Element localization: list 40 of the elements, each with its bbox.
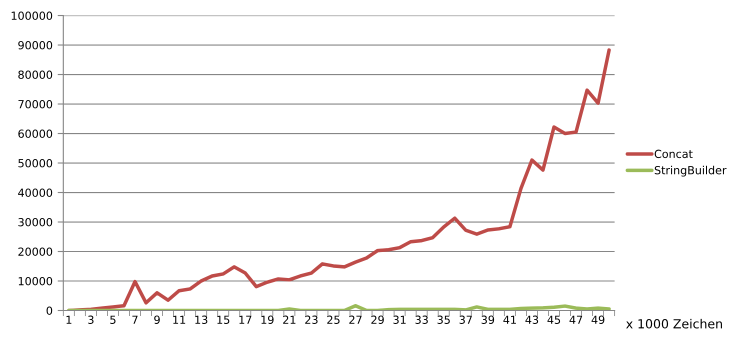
x-tick-label: 33	[415, 316, 428, 324]
x-tick-label: 21	[283, 316, 296, 324]
x-tick-label: 3	[88, 316, 94, 324]
y-tick-label: 30000	[18, 218, 52, 226]
legend-label: Concat	[654, 150, 693, 158]
y-tick-label: 100000	[12, 12, 52, 20]
x-tick-label: 41	[503, 316, 516, 324]
x-tick-label: 27	[349, 316, 362, 324]
x-tick-label: 7	[132, 316, 138, 324]
x-tick-label: 31	[393, 316, 406, 324]
x-tick-label: 15	[217, 316, 230, 324]
x-tick-label: 1	[66, 316, 72, 324]
x-tick-label: 5	[110, 316, 116, 324]
y-tick-label: 70000	[18, 100, 52, 108]
x-tick-label: 13	[195, 316, 208, 324]
x-axis-title: x 1000 Zeichen	[626, 318, 722, 329]
y-tick-label: 80000	[18, 70, 52, 79]
y-tick-label: 20000	[18, 247, 52, 256]
line-series	[67, 48, 611, 310]
y-tick-label: 0	[46, 306, 52, 315]
x-tick-label: 11	[173, 316, 186, 324]
y-tick-label: 40000	[18, 188, 52, 197]
y-tick-label: 50000	[18, 158, 52, 168]
legend-label: StringBuilder	[654, 166, 727, 177]
y-tick-label: 90000	[18, 40, 52, 50]
x-tick-label: 9	[154, 316, 160, 324]
x-tick-label: 43	[525, 316, 538, 324]
x-tick-label: 25	[327, 316, 340, 324]
x-tick-label: 45	[547, 316, 560, 324]
x-tick-label: 35	[438, 316, 450, 324]
x-tick-label: 23	[305, 316, 318, 324]
y-tick-label: 60000	[18, 129, 52, 138]
x-tick-label: 39	[482, 316, 494, 324]
x-tick-label: 29	[371, 316, 384, 324]
x-tick-label: 47	[570, 316, 582, 324]
x-tick-label: 17	[239, 316, 252, 324]
x-tick-label: 37	[460, 316, 472, 324]
x-tick-label: 19	[261, 316, 274, 324]
y-tick-label: 10000	[18, 276, 52, 286]
x-tick-label: 49	[592, 316, 604, 324]
